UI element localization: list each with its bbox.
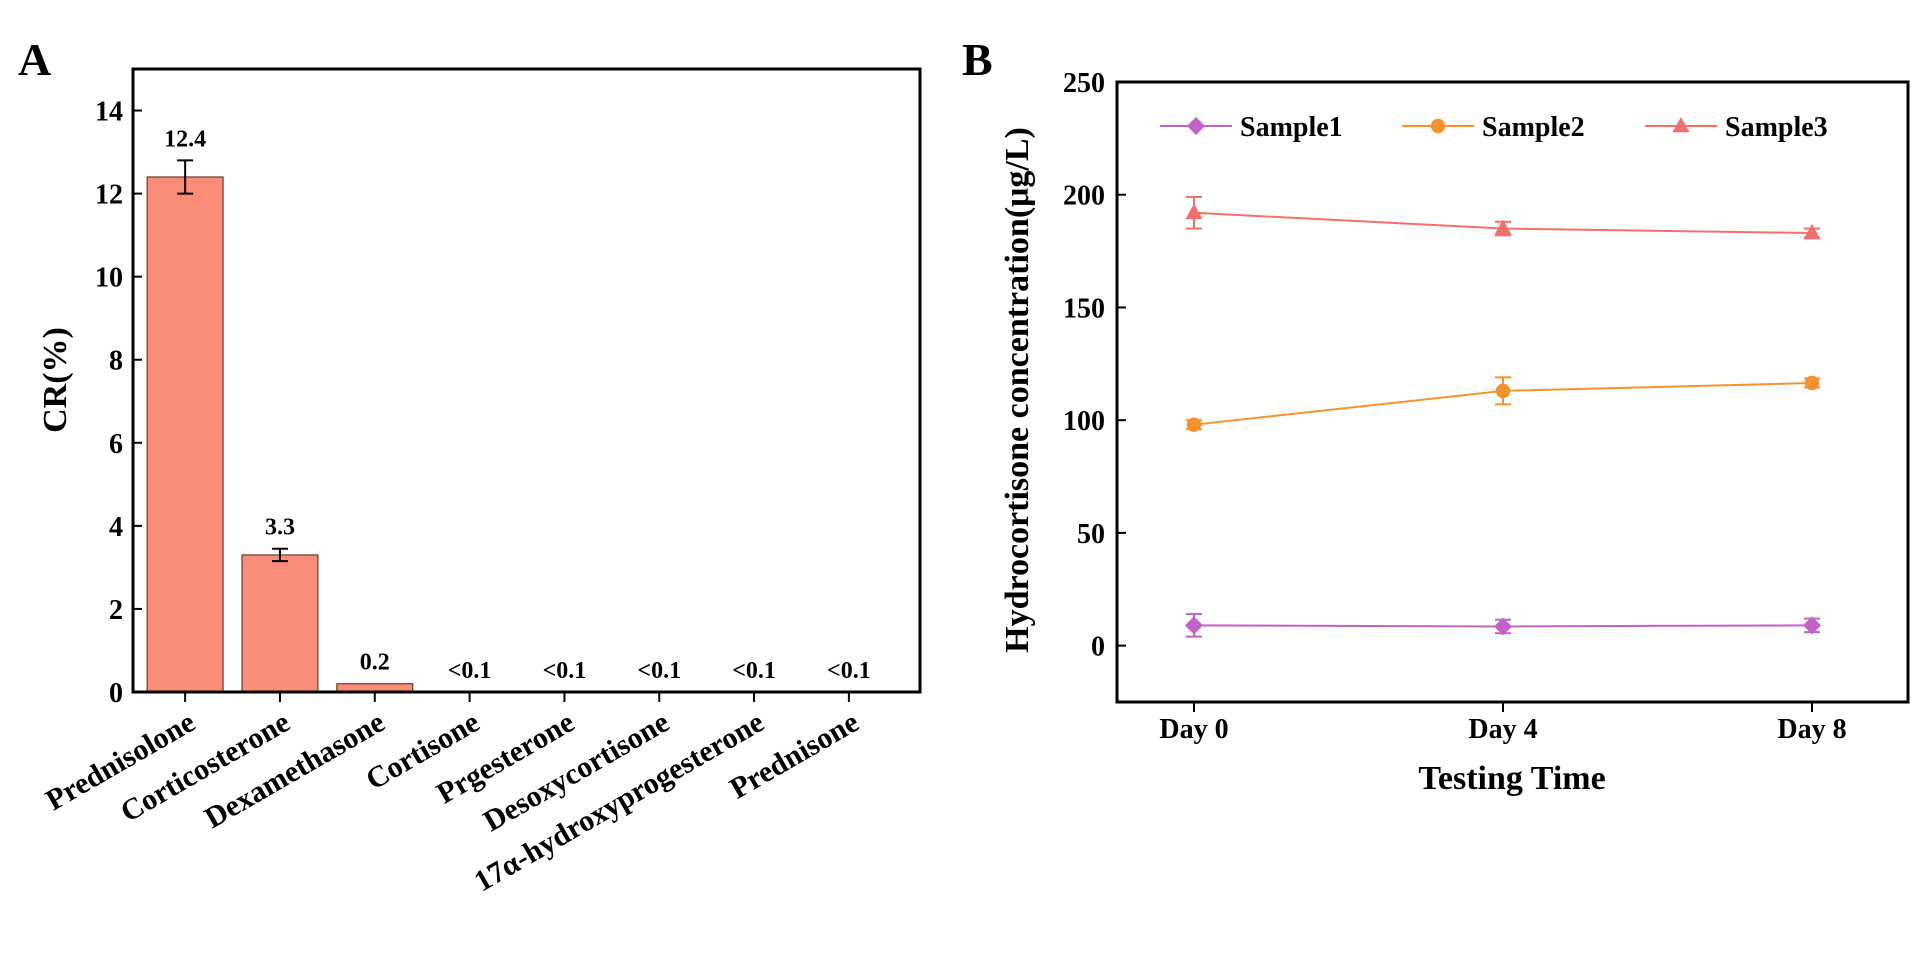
legend-marker	[1672, 117, 1690, 133]
y-tick-label: 2	[109, 595, 123, 626]
y-axis-title-b: Hydrocortisone concentration(μg/L)	[999, 127, 1036, 653]
legend-label: Sample3	[1725, 112, 1828, 143]
legend-label: Sample1	[1240, 112, 1343, 143]
legend-marker	[1430, 118, 1446, 134]
y-tick-label: 6	[109, 429, 123, 460]
data-label: <0.1	[543, 658, 587, 684]
y-tick-label: 0	[109, 678, 123, 709]
data-label: 0.2	[360, 650, 390, 676]
series-sample2	[1186, 375, 1820, 432]
y-axis-title-a: CR(%)	[37, 327, 74, 433]
panel-a-bar-chart: A 0 2 4 6 8 10 12 14 12.4 3.3 0.2 <0.1 <0.1 <0.1 <0.1…	[18, 34, 922, 898]
series-sample1	[1185, 613, 1821, 638]
y-tick-label: 8	[109, 346, 123, 377]
y-tick-label: 0	[1091, 632, 1105, 663]
x-tick-label: Day 4	[1468, 714, 1537, 745]
bar	[241, 554, 319, 693]
data-point	[1495, 383, 1511, 399]
data-point	[1494, 219, 1512, 235]
x-tick-label: Day 0	[1159, 714, 1228, 745]
data-label: <0.1	[637, 658, 681, 684]
data-point	[1803, 616, 1821, 635]
series-sample3	[1185, 195, 1821, 240]
data-label: 12.4	[164, 126, 206, 152]
y-tick-label: 14	[95, 97, 123, 128]
y-tick-label: 4	[109, 512, 123, 543]
data-point	[1494, 617, 1512, 636]
y-tick-label: 10	[95, 263, 123, 294]
data-label: <0.1	[448, 658, 492, 684]
panel-label-a: A	[18, 34, 51, 85]
bar	[146, 176, 224, 693]
data-point	[1186, 417, 1202, 432]
data-point	[1803, 224, 1821, 240]
x-tick-label: Day 8	[1777, 714, 1846, 745]
y-tick-label: 12	[95, 180, 123, 211]
legend-marker	[1187, 117, 1205, 135]
data-label: <0.1	[827, 658, 871, 684]
data-point	[1185, 616, 1203, 635]
x-axis-title-b: Testing Time	[1418, 760, 1605, 797]
legend-label: Sample2	[1482, 112, 1585, 143]
plot-frame-b	[1115, 80, 1910, 704]
y-tick-label: 250	[1063, 68, 1105, 99]
plot-frame-a	[131, 67, 922, 694]
legend-b: Sample1 Sample2 Sample3	[1160, 112, 1828, 143]
panel-label-b: B	[962, 34, 993, 85]
y-tick-label: 50	[1077, 519, 1105, 550]
data-point	[1185, 203, 1203, 220]
y-tick-label: 200	[1063, 181, 1105, 212]
y-tick-label: 100	[1063, 406, 1105, 437]
data-label: <0.1	[732, 658, 776, 684]
data-label: 3.3	[265, 515, 295, 541]
data-point	[1804, 375, 1820, 391]
y-tick-label: 150	[1063, 293, 1105, 324]
panel-b-line-chart: B 0 50 100 150 200 250 Day 0 Day 4 Day 8 Sample…	[962, 34, 1910, 797]
